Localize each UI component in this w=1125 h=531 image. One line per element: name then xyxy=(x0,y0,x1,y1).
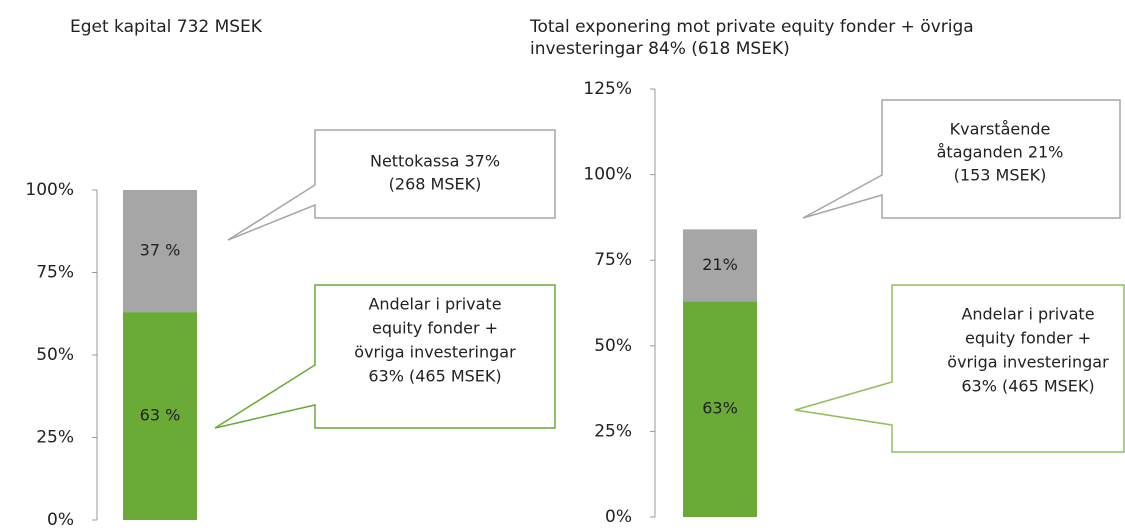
bar-segment xyxy=(683,229,757,302)
callout xyxy=(214,284,556,429)
y-tick-label: 0% xyxy=(605,507,632,527)
y-tick-label: 50% xyxy=(594,336,632,356)
callout-text: åtaganden 21% xyxy=(937,143,1064,162)
y-tick-label: 125% xyxy=(583,79,632,99)
callout-text: övriga investeringar xyxy=(354,343,516,362)
callout-text: Kvarstående xyxy=(950,120,1051,139)
data-label: 37 % xyxy=(140,241,181,260)
callout-text: Nettokassa 37% xyxy=(370,152,500,171)
callout-text: equity fonder + xyxy=(372,319,498,338)
callout xyxy=(227,129,556,241)
callout-text: 63% (465 MSEK) xyxy=(368,367,501,386)
chart-title: Eget kapital 732 MSEK xyxy=(70,17,262,37)
callout-text: (153 MSEK) xyxy=(954,166,1047,185)
y-tick-label: 0% xyxy=(47,510,74,530)
callout-text: (268 MSEK) xyxy=(389,175,482,194)
callout-text: equity fonder + xyxy=(965,329,1091,348)
y-tick-label: 75% xyxy=(36,263,74,283)
y-tick-label: 25% xyxy=(36,428,74,448)
y-tick-label: 25% xyxy=(594,421,632,441)
bar-segment xyxy=(123,190,197,313)
y-tick-label: 100% xyxy=(583,165,632,185)
bar-segment xyxy=(123,312,197,520)
callout xyxy=(794,284,1125,453)
bar-segment xyxy=(683,301,757,517)
data-label: 21% xyxy=(702,255,738,274)
callout xyxy=(802,99,1121,219)
callout-text: 63% (465 MSEK) xyxy=(961,377,1094,396)
y-tick-label: 50% xyxy=(36,345,74,365)
callout-text: Andelar i private xyxy=(368,295,501,314)
y-tick-label: 75% xyxy=(594,250,632,270)
callout-text: Andelar i private xyxy=(961,305,1094,324)
y-tick-label: 100% xyxy=(25,180,74,200)
data-label: 63% xyxy=(702,399,738,418)
data-label: 63 % xyxy=(140,406,181,425)
chart-title: Total exponering mot private equity fond… xyxy=(530,17,974,59)
callout-text: övriga investeringar xyxy=(947,353,1109,372)
